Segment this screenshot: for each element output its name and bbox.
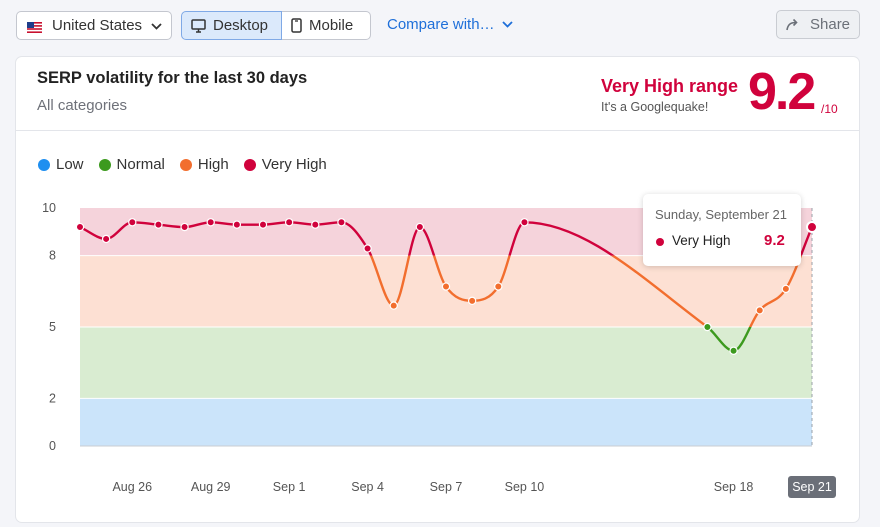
compare-label: Compare with… xyxy=(387,16,495,33)
card-header: SERP volatility for the last 30 days All… xyxy=(16,57,859,131)
desktop-icon xyxy=(191,18,206,33)
data-point xyxy=(75,222,85,232)
share-button[interactable]: Share xyxy=(776,10,860,39)
data-point xyxy=(415,222,425,232)
x-tick-label: Sep 10 xyxy=(505,480,545,494)
band-normal xyxy=(80,327,812,399)
data-point xyxy=(703,322,712,332)
share-label: Share xyxy=(810,16,851,33)
data-point xyxy=(206,218,215,227)
range-label: Very High range xyxy=(601,76,739,96)
tooltip-dot xyxy=(656,238,664,246)
card-subtitle: All categories xyxy=(37,97,128,114)
legend-label: Very High xyxy=(261,156,327,173)
x-tick-label: Aug 26 xyxy=(112,480,152,494)
score-max: /10 xyxy=(821,102,838,116)
y-tick-label: 8 xyxy=(49,249,56,263)
x-tick-label: Sep 1 xyxy=(273,480,306,494)
device-toggle: Desktop Mobile xyxy=(181,11,371,40)
data-point xyxy=(781,284,791,294)
data-point xyxy=(389,301,398,310)
x-tick-label: Sep 21 xyxy=(792,480,832,494)
data-point xyxy=(284,218,294,227)
y-tick-label: 5 xyxy=(49,320,56,334)
legend-label: Normal xyxy=(116,156,165,173)
chevron-down-icon xyxy=(501,21,513,28)
desktop-button[interactable]: Desktop xyxy=(181,11,282,40)
data-point xyxy=(337,218,346,227)
data-point xyxy=(232,220,242,229)
legend-item-very-high[interactable]: Very High xyxy=(243,156,327,173)
card-title: SERP volatility for the last 30 days xyxy=(37,69,308,87)
volatility-chart: 0 2 5 8 10 Aug 26 Aug 29 Sep 1 Sep 4 Sep 7 Sep 10 S… xyxy=(42,201,836,498)
data-point xyxy=(729,346,738,355)
tooltip-label: Very High xyxy=(672,233,731,248)
band-high xyxy=(80,255,812,327)
legend-item-high[interactable]: High xyxy=(179,156,229,173)
mobile-button[interactable]: Mobile xyxy=(282,11,371,40)
data-point xyxy=(806,221,818,234)
x-tick-label: Aug 29 xyxy=(191,480,231,494)
chart-tooltip: Sunday, September 21 Very High 9.2 xyxy=(643,194,801,266)
y-tick-label: 0 xyxy=(49,439,56,453)
volatility-score: 9.2 xyxy=(748,63,816,121)
mobile-label: Mobile xyxy=(309,17,354,34)
country-label: United States xyxy=(52,17,143,34)
us-flag-icon xyxy=(27,20,42,33)
toolbar: United States Desktop Mobile Compare wit… xyxy=(0,0,880,50)
volatility-card: SERP volatility for the last 30 days All… xyxy=(16,57,859,522)
data-point xyxy=(494,282,503,291)
data-point xyxy=(128,218,137,227)
legend-dot xyxy=(38,158,50,171)
data-point xyxy=(755,306,764,315)
x-tick-highlight xyxy=(788,476,836,498)
x-tick-label: Sep 7 xyxy=(430,480,463,494)
legend-item-low[interactable]: Low xyxy=(38,156,84,173)
data-point xyxy=(154,220,163,229)
chevron-down-icon xyxy=(151,17,162,34)
legend-label: High xyxy=(197,156,229,173)
series-line xyxy=(369,255,803,328)
x-tick-label: Sep 4 xyxy=(351,480,384,494)
tooltip-date: Sunday, September 21 xyxy=(655,207,788,222)
mobile-icon xyxy=(291,18,302,33)
y-tick-label: 10 xyxy=(42,201,56,215)
y-tick-label: 2 xyxy=(49,391,56,405)
legend-dot xyxy=(179,158,192,171)
range-note: It's a Googlequake! xyxy=(601,100,709,114)
data-point xyxy=(101,234,111,244)
data-point xyxy=(258,220,268,229)
band-low xyxy=(80,398,812,446)
data-point xyxy=(467,296,477,306)
data-point xyxy=(441,282,451,291)
tooltip-value: 9.2 xyxy=(764,232,785,249)
desktop-label: Desktop xyxy=(213,17,269,34)
legend-dot xyxy=(243,158,256,171)
series-line xyxy=(705,327,752,353)
data-point xyxy=(180,222,189,232)
country-selector[interactable]: United States xyxy=(16,11,172,40)
data-point xyxy=(520,218,529,227)
x-tick-label: Sep 18 xyxy=(714,480,754,494)
compare-with-dropdown[interactable]: Compare with… xyxy=(387,16,513,33)
legend-label: Low xyxy=(56,156,84,173)
share-icon xyxy=(786,18,798,31)
chart-legend: Low Normal High Very High xyxy=(38,156,342,173)
data-point xyxy=(311,220,320,229)
data-point xyxy=(363,244,372,253)
legend-item-normal[interactable]: Normal xyxy=(98,156,165,173)
legend-dot xyxy=(98,158,111,171)
